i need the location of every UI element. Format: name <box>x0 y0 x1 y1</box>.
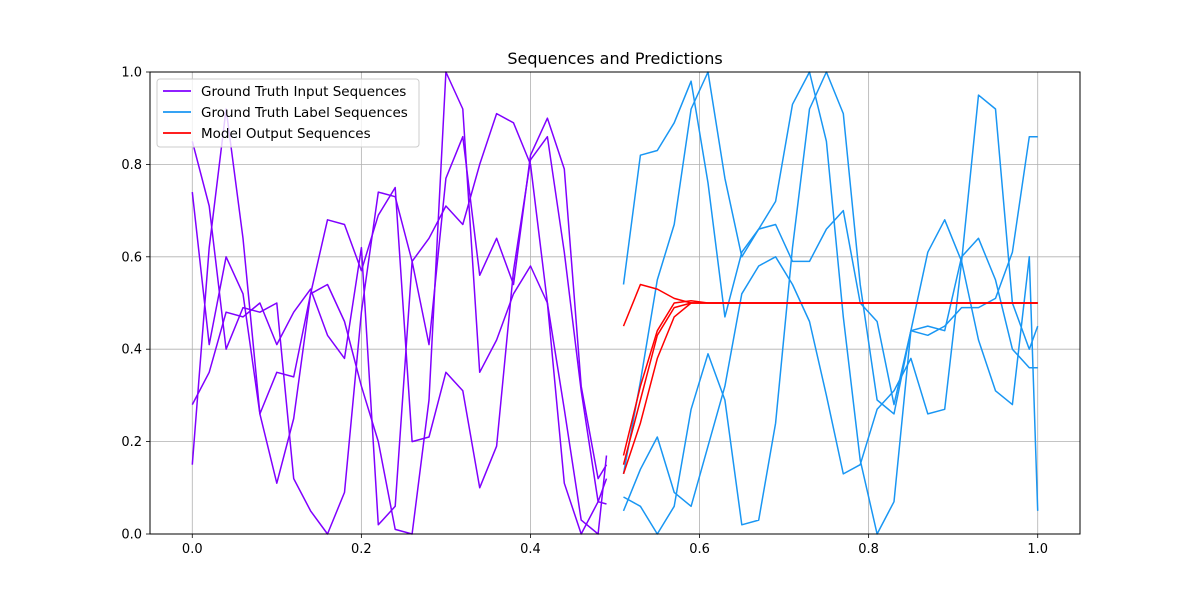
series-line <box>623 71 1039 535</box>
legend-label: Ground Truth Label Sequences <box>201 105 408 121</box>
x-tick-label: 0.2 <box>351 542 372 557</box>
series-line <box>622 80 1038 406</box>
y-tick-label: 0.0 <box>121 528 142 543</box>
series-line <box>191 117 608 526</box>
y-axis: 0.0 0.2 0.4 0.6 0.8 1.0 <box>121 66 150 543</box>
series-layer <box>191 71 1039 535</box>
series-line <box>622 302 1038 475</box>
legend-box <box>156 78 420 148</box>
y-tick-label: 0.4 <box>121 343 142 358</box>
series-line <box>191 108 608 503</box>
x-tick-label: 0.0 <box>182 542 203 557</box>
y-tick-label: 0.6 <box>121 250 142 265</box>
plot-frame <box>149 71 1081 535</box>
legend-label: Model Output Sequences <box>201 126 371 142</box>
x-tick-label: 0.8 <box>858 542 879 557</box>
legend-label: Ground Truth Input Sequences <box>201 84 406 100</box>
legend: Ground Truth Input Sequences Ground Truth… <box>156 78 420 148</box>
x-axis: 0.0 0.2 0.4 0.6 0.8 1.0 <box>182 534 1048 557</box>
chart-title: Sequences and Predictions <box>507 49 722 68</box>
series-line <box>622 71 1038 535</box>
y-tick-label: 0.8 <box>121 158 142 173</box>
x-tick-label: 1.0 <box>1027 542 1048 557</box>
series-line <box>191 71 608 535</box>
y-tick-label: 0.2 <box>121 435 142 450</box>
x-tick-label: 0.6 <box>689 542 710 557</box>
x-tick-label: 0.4 <box>520 542 541 557</box>
y-tick-label: 1.0 <box>121 66 142 81</box>
series-line <box>622 94 1039 512</box>
